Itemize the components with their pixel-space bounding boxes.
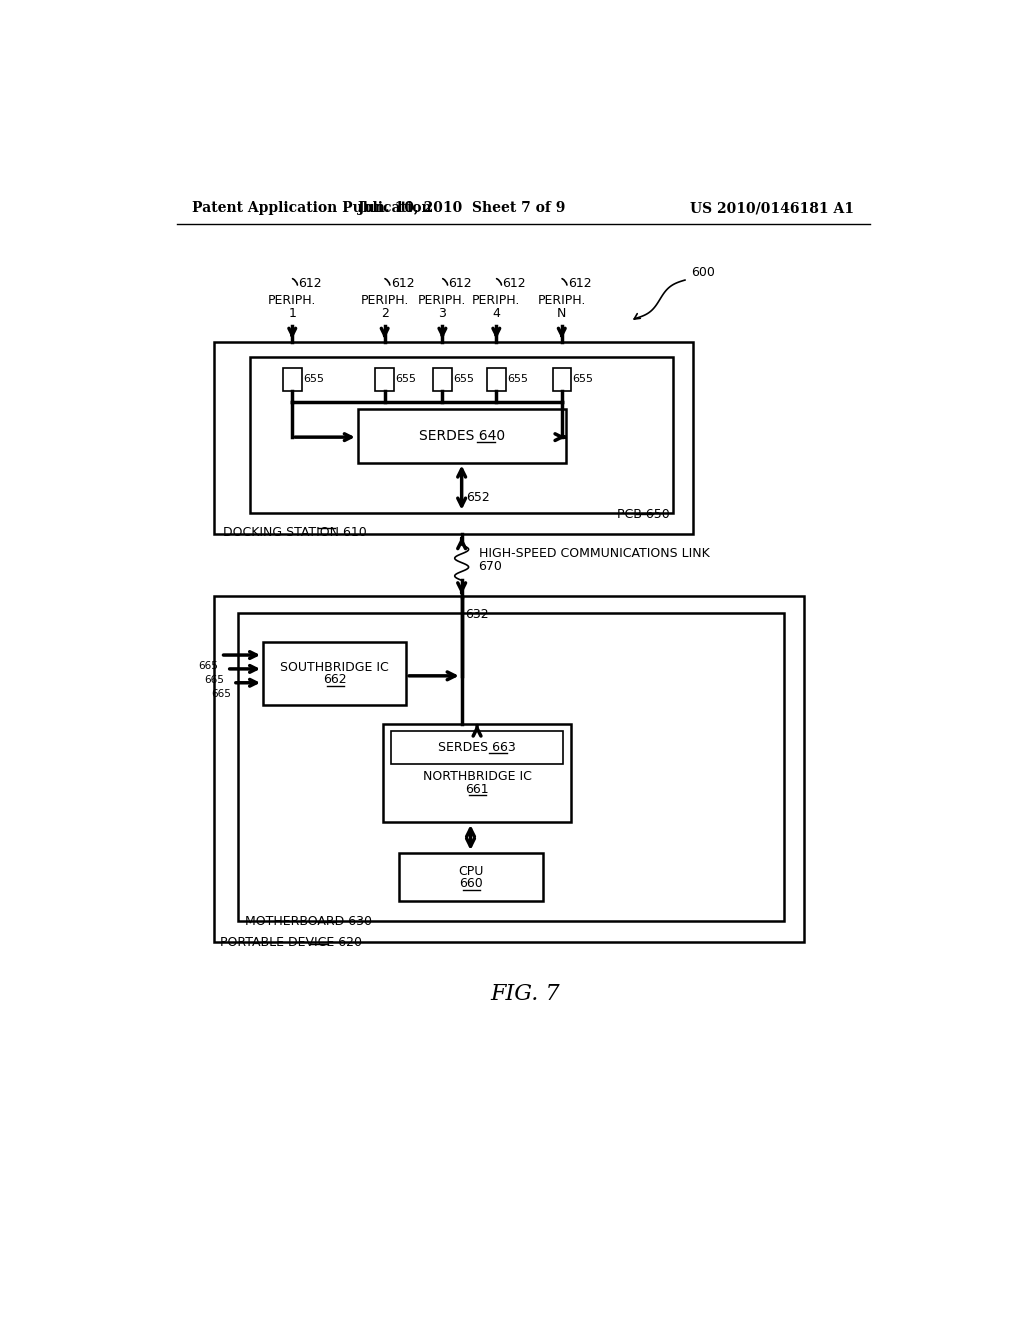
Text: N: N <box>557 308 566 321</box>
Text: PERIPH.: PERIPH. <box>418 294 467 308</box>
Text: 655: 655 <box>454 375 474 384</box>
Text: HIGH-SPEED COMMUNICATIONS LINK: HIGH-SPEED COMMUNICATIONS LINK <box>478 546 710 560</box>
Text: 655: 655 <box>507 375 528 384</box>
Text: FIG. 7: FIG. 7 <box>490 983 559 1005</box>
Text: PERIPH.: PERIPH. <box>268 294 316 308</box>
Text: SOUTHBRIDGE IC: SOUTHBRIDGE IC <box>281 661 389 675</box>
Text: 1: 1 <box>289 308 296 321</box>
Text: 665: 665 <box>199 661 218 671</box>
Text: NORTHBRIDGE IC: NORTHBRIDGE IC <box>423 770 531 783</box>
Text: 3: 3 <box>438 308 446 321</box>
Text: PERIPH.: PERIPH. <box>472 294 520 308</box>
Text: 612: 612 <box>568 277 592 289</box>
Text: 612: 612 <box>449 277 472 289</box>
Text: 655: 655 <box>395 375 417 384</box>
Text: 662: 662 <box>323 673 346 686</box>
Text: 600: 600 <box>691 265 715 279</box>
Text: 655: 655 <box>572 375 594 384</box>
Text: Patent Application Publication: Patent Application Publication <box>193 202 432 215</box>
Text: 652: 652 <box>466 491 490 504</box>
Text: 632: 632 <box>466 607 489 620</box>
Text: DOCKING STATION 610: DOCKING STATION 610 <box>223 527 367 540</box>
Text: 4: 4 <box>493 308 501 321</box>
Text: CPU: CPU <box>458 865 483 878</box>
Text: MOTHERBOARD 630: MOTHERBOARD 630 <box>245 915 372 928</box>
Text: PERIPH.: PERIPH. <box>538 294 586 308</box>
Text: PORTABLE DEVICE 620: PORTABLE DEVICE 620 <box>220 936 361 949</box>
Text: 612: 612 <box>298 277 322 289</box>
Text: PERIPH.: PERIPH. <box>360 294 409 308</box>
Text: 660: 660 <box>459 876 482 890</box>
Text: 665: 665 <box>211 689 230 698</box>
Text: 2: 2 <box>381 308 388 321</box>
Text: 665: 665 <box>205 675 224 685</box>
Text: 661: 661 <box>465 783 488 796</box>
Text: Jun. 10, 2010  Sheet 7 of 9: Jun. 10, 2010 Sheet 7 of 9 <box>358 202 565 215</box>
Text: US 2010/0146181 A1: US 2010/0146181 A1 <box>690 202 854 215</box>
Text: SERDES 640: SERDES 640 <box>419 429 505 442</box>
Text: PCB 650: PCB 650 <box>616 508 670 521</box>
Text: 655: 655 <box>303 375 324 384</box>
Text: 612: 612 <box>391 277 415 289</box>
Text: 612: 612 <box>503 277 526 289</box>
Text: 670: 670 <box>478 560 503 573</box>
Text: SERDES 663: SERDES 663 <box>438 741 516 754</box>
